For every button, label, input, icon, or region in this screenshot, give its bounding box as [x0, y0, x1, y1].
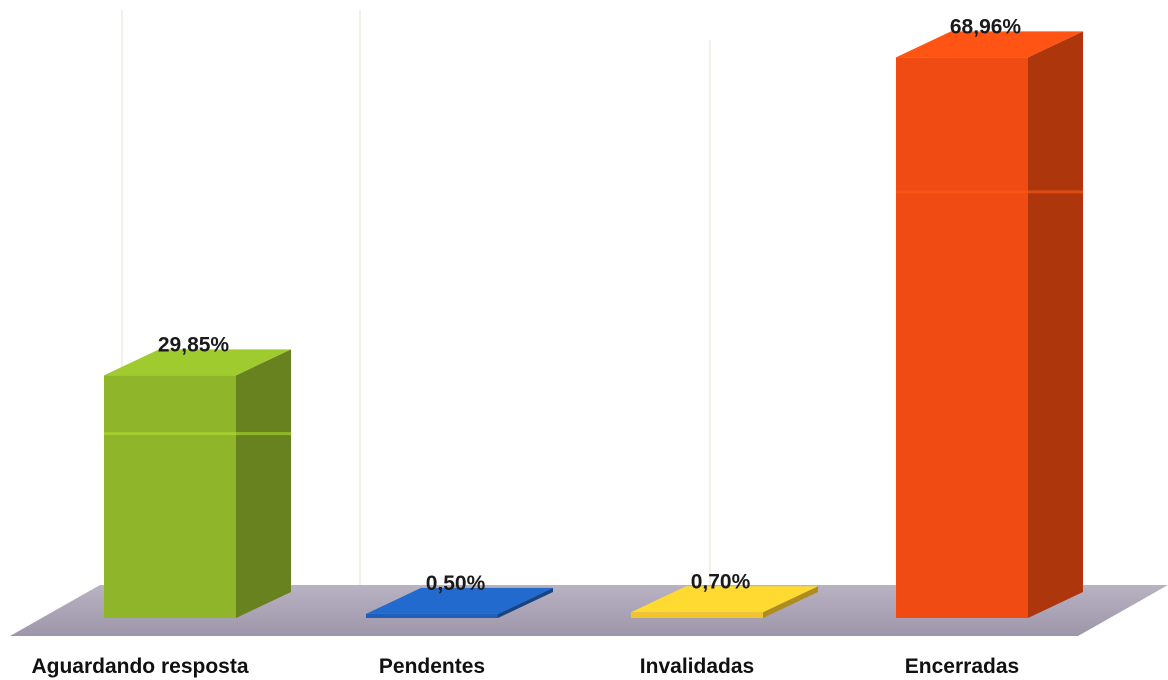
bar-top-invalidadas	[631, 586, 818, 613]
bar-front-aguardando	[104, 375, 236, 618]
bar-pendentes	[366, 587, 553, 618]
bar-side-pendentes	[498, 587, 553, 618]
value-labels: 29,85% 0,50% 0,70% 68,96%	[158, 15, 1022, 595]
bar-front-encerradas	[896, 57, 1028, 618]
bar-aguardando	[104, 349, 291, 618]
bar-side-invalidadas	[763, 586, 818, 618]
bar-invalidadas	[631, 586, 818, 618]
bar-top-encerradas	[896, 31, 1083, 58]
bar-side-aguardando	[236, 349, 291, 618]
chart-floor	[10, 585, 1168, 636]
bar-encerradas	[896, 31, 1083, 618]
bar-top-pendentes	[366, 587, 553, 614]
bar-top-aguardando	[104, 349, 291, 376]
value-label-invalidadas: 0,70%	[691, 570, 751, 593]
value-label-aguardando: 29,85%	[158, 333, 230, 356]
category-label-invalidadas: Invalidadas	[640, 655, 754, 678]
category-label-encerradas: Encerradas	[905, 655, 1019, 678]
bars-group	[104, 31, 1083, 618]
bar-front-pendentes	[366, 613, 498, 618]
category-label-pendentes: Pendentes	[379, 655, 485, 678]
value-label-pendentes: 0,50%	[426, 572, 486, 595]
value-label-encerradas: 68,96%	[950, 15, 1022, 38]
category-labels: Aguardando resposta Pendentes Invalidada…	[31, 655, 1019, 678]
bar-front-invalidadas	[631, 612, 763, 618]
category-label-aguardando: Aguardando resposta	[31, 655, 248, 678]
bar-side-encerradas	[1028, 31, 1083, 618]
